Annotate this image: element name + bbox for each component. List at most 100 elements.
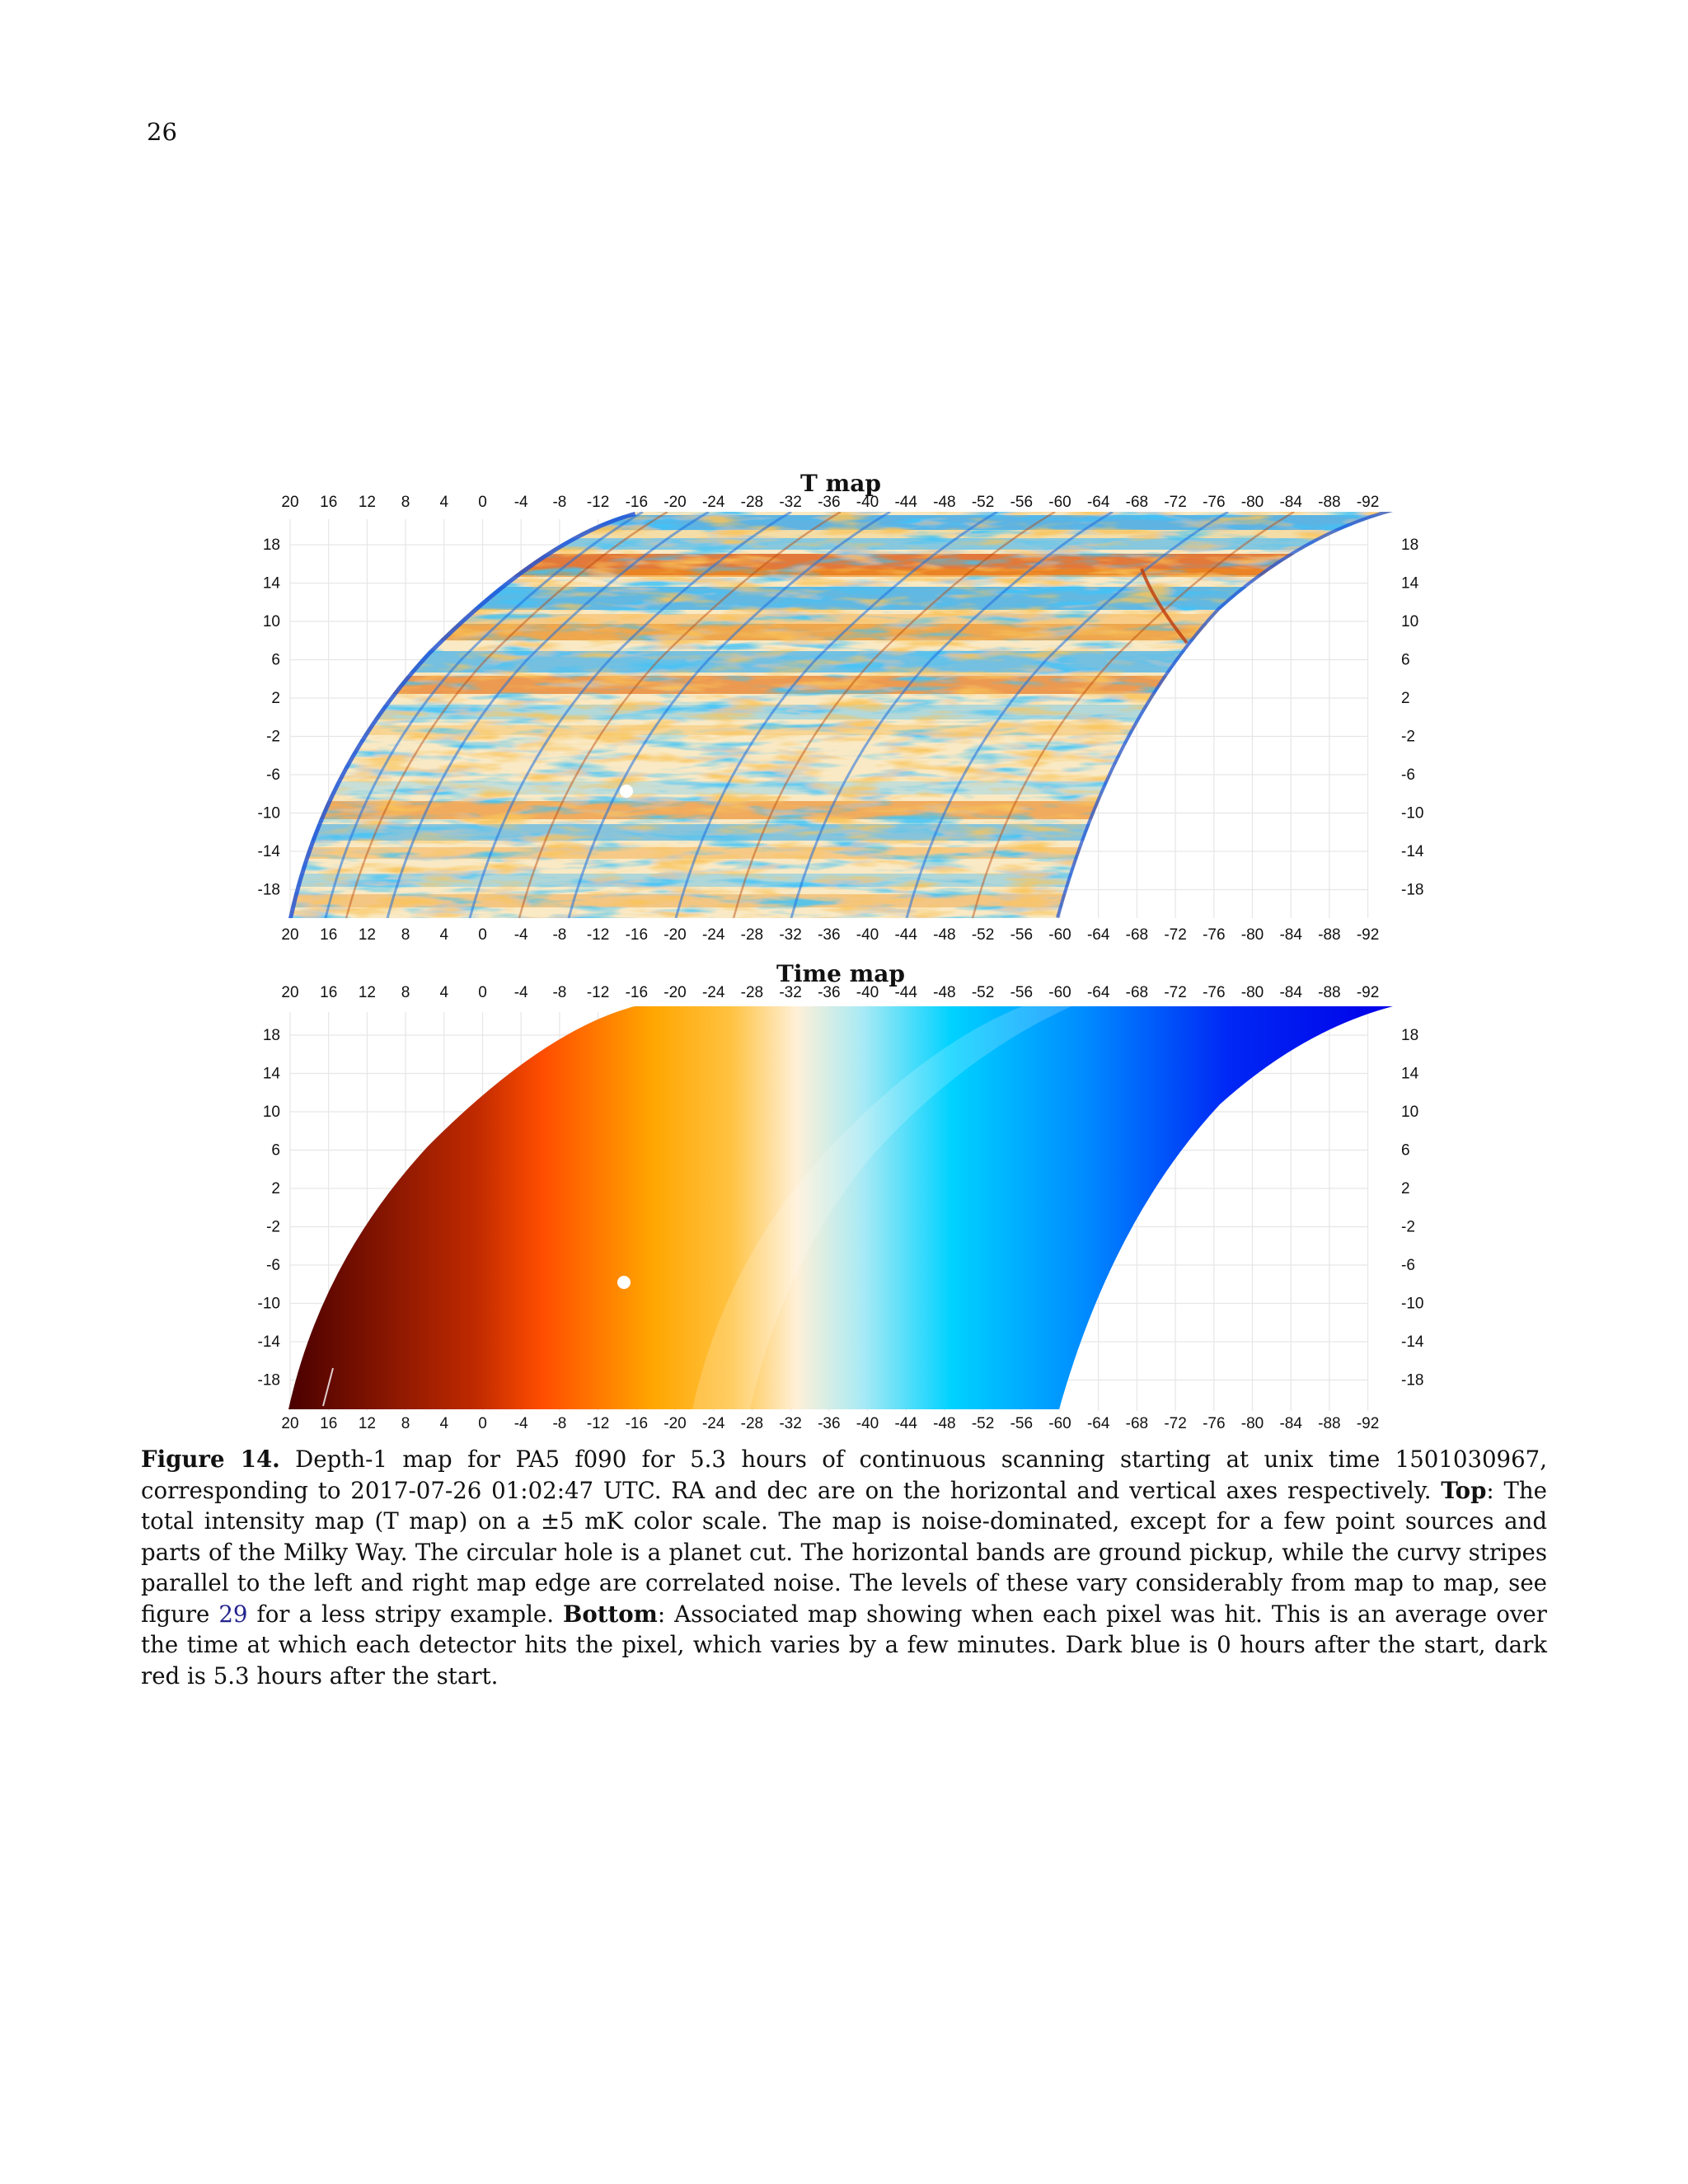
x-tick-label-bottom: -88 [1318,1415,1340,1432]
t-map-title: T map [800,470,881,497]
x-tick-label-top: -44 [894,984,917,1001]
x-tick-label-bottom: -60 [1048,926,1071,944]
x-tick-label-top: -52 [972,494,994,511]
y-tick-label-right: 14 [1401,1066,1419,1083]
y-tick-label-right: 6 [1401,1142,1410,1160]
x-tick-label-bottom: -20 [663,926,686,944]
x-tick-label-bottom: -40 [856,926,879,944]
x-tick-label-bottom: -28 [741,926,763,944]
x-tick-label-top: 8 [401,494,410,511]
x-tick-label-top: -12 [587,984,609,1001]
y-tick-label-right: 2 [1401,690,1410,707]
x-tick-label-top: -24 [702,494,725,511]
x-tick-label-bottom: -56 [1010,926,1033,944]
x-tick-label-bottom: -12 [587,926,609,944]
x-tick-label-bottom: 16 [320,1415,337,1432]
y-tick-label-left: -6 [266,766,280,784]
x-tick-label-top: -32 [779,984,801,1001]
x-tick-label-top: -4 [514,494,528,511]
x-tick-label-bottom: 4 [440,926,449,944]
time-map-image [288,1006,1393,1409]
x-tick-label-top: -88 [1318,494,1340,511]
x-tick-label-bottom: -4 [514,1415,528,1432]
caption-bottom-text: : Associated map showing when each pixel… [141,1600,1547,1690]
x-tick-label-bottom: -68 [1126,926,1148,944]
x-tick-label-bottom: -60 [1048,1415,1071,1432]
x-tick-label-top: -80 [1241,984,1264,1001]
caption-intro: Depth-1 map for PA5 f090 for 5.3 hours o… [141,1446,1547,1504]
x-tick-label-top: -56 [1010,984,1033,1001]
x-tick-label-bottom: -68 [1126,1415,1148,1432]
x-tick-label-bottom: -8 [552,1415,566,1432]
x-tick-label-top: -32 [779,494,801,511]
x-tick-label-top: -92 [1357,984,1379,1001]
y-tick-label-left: -14 [258,843,281,860]
time-map-title: Time map [776,960,905,987]
x-tick-label-top: -76 [1203,494,1225,511]
x-tick-label-top: -20 [663,494,686,511]
x-tick-label-bottom: -24 [702,926,725,944]
y-tick-label-right: 18 [1401,537,1418,554]
time-map-panel: Time map 20 16 12 8 4 0 -4 -8 -12 -16 -20 -24 -28 -32… [258,960,1424,1432]
x-tick-label-top: -28 [741,984,763,1001]
y-tick-label-right: 6 [1401,652,1410,669]
y-tick-label-left: -2 [266,729,280,746]
x-tick-label-bottom: -76 [1203,1415,1225,1432]
x-tick-label-bottom: -80 [1241,926,1264,944]
x-tick-label-bottom: -44 [894,1415,917,1432]
x-tick-label-bottom: -72 [1164,1415,1186,1432]
y-tick-label-left: -10 [258,1296,280,1313]
x-tick-label-bottom: -64 [1087,926,1110,944]
y-tick-label-right: -2 [1401,1219,1415,1236]
x-tick-label-top: 4 [440,984,449,1001]
x-tick-label-top: -76 [1203,984,1225,1001]
y-tick-label-right: -10 [1401,1296,1423,1313]
y-tick-label-right: 10 [1401,613,1418,630]
figure-14: T map [258,470,1424,1432]
x-tick-label-bottom: -16 [626,1415,648,1432]
x-tick-label-bottom: -8 [552,926,566,944]
x-tick-label-top: 12 [359,494,376,511]
y-tick-label-left: 14 [263,1066,281,1083]
x-tick-label-bottom: 16 [320,926,337,944]
x-tick-label-top: -36 [818,984,840,1001]
x-tick-label-top: -16 [626,984,648,1001]
y-tick-label-left: 6 [271,1142,280,1160]
x-tick-label-top: -48 [933,984,955,1001]
x-tick-label-top: -12 [587,494,609,511]
x-tick-label-top: -56 [1010,494,1033,511]
x-tick-label-bottom: -52 [972,926,994,944]
x-tick-label-top: 8 [401,984,410,1001]
x-tick-label-top: 16 [320,494,337,511]
y-tick-label-left: 18 [263,537,280,554]
x-tick-label-bottom: 0 [478,926,487,944]
x-tick-label-bottom: 12 [359,926,376,944]
x-tick-label-top: 4 [440,494,449,511]
x-tick-label-bottom: -48 [933,1415,955,1432]
x-tick-label-top: 0 [478,984,487,1001]
y-tick-label-right: 14 [1401,575,1419,593]
x-tick-label-top: -68 [1126,494,1148,511]
x-tick-label-top: -72 [1164,494,1186,511]
y-tick-label-right: -18 [1401,882,1423,899]
x-tick-label-bottom: 4 [440,1415,449,1432]
y-tick-label-right: 18 [1401,1027,1418,1044]
caption-label: Figure 14. [141,1446,280,1473]
y-tick-label-right: -14 [1401,1333,1424,1351]
x-tick-label-bottom: -32 [779,926,801,944]
x-tick-label-top: -8 [552,494,566,511]
t-map-panel: T map [258,470,1424,944]
y-tick-label-right: 10 [1401,1104,1418,1121]
time-map-planet-hole [617,1276,631,1289]
x-tick-label-top: -20 [663,984,686,1001]
x-tick-label-bottom: -16 [626,926,648,944]
x-tick-label-bottom: -56 [1010,1415,1033,1432]
t-map-planet-hole [620,785,633,798]
x-tick-label-bottom: -88 [1318,926,1340,944]
x-tick-label-top: -84 [1279,494,1302,511]
x-tick-label-top: -92 [1357,494,1379,511]
x-tick-label-top: -88 [1318,984,1340,1001]
y-tick-label-left: 10 [263,613,280,630]
x-tick-label-bottom: -36 [818,926,840,944]
caption-figure-ref-link[interactable]: 29 [218,1600,248,1628]
